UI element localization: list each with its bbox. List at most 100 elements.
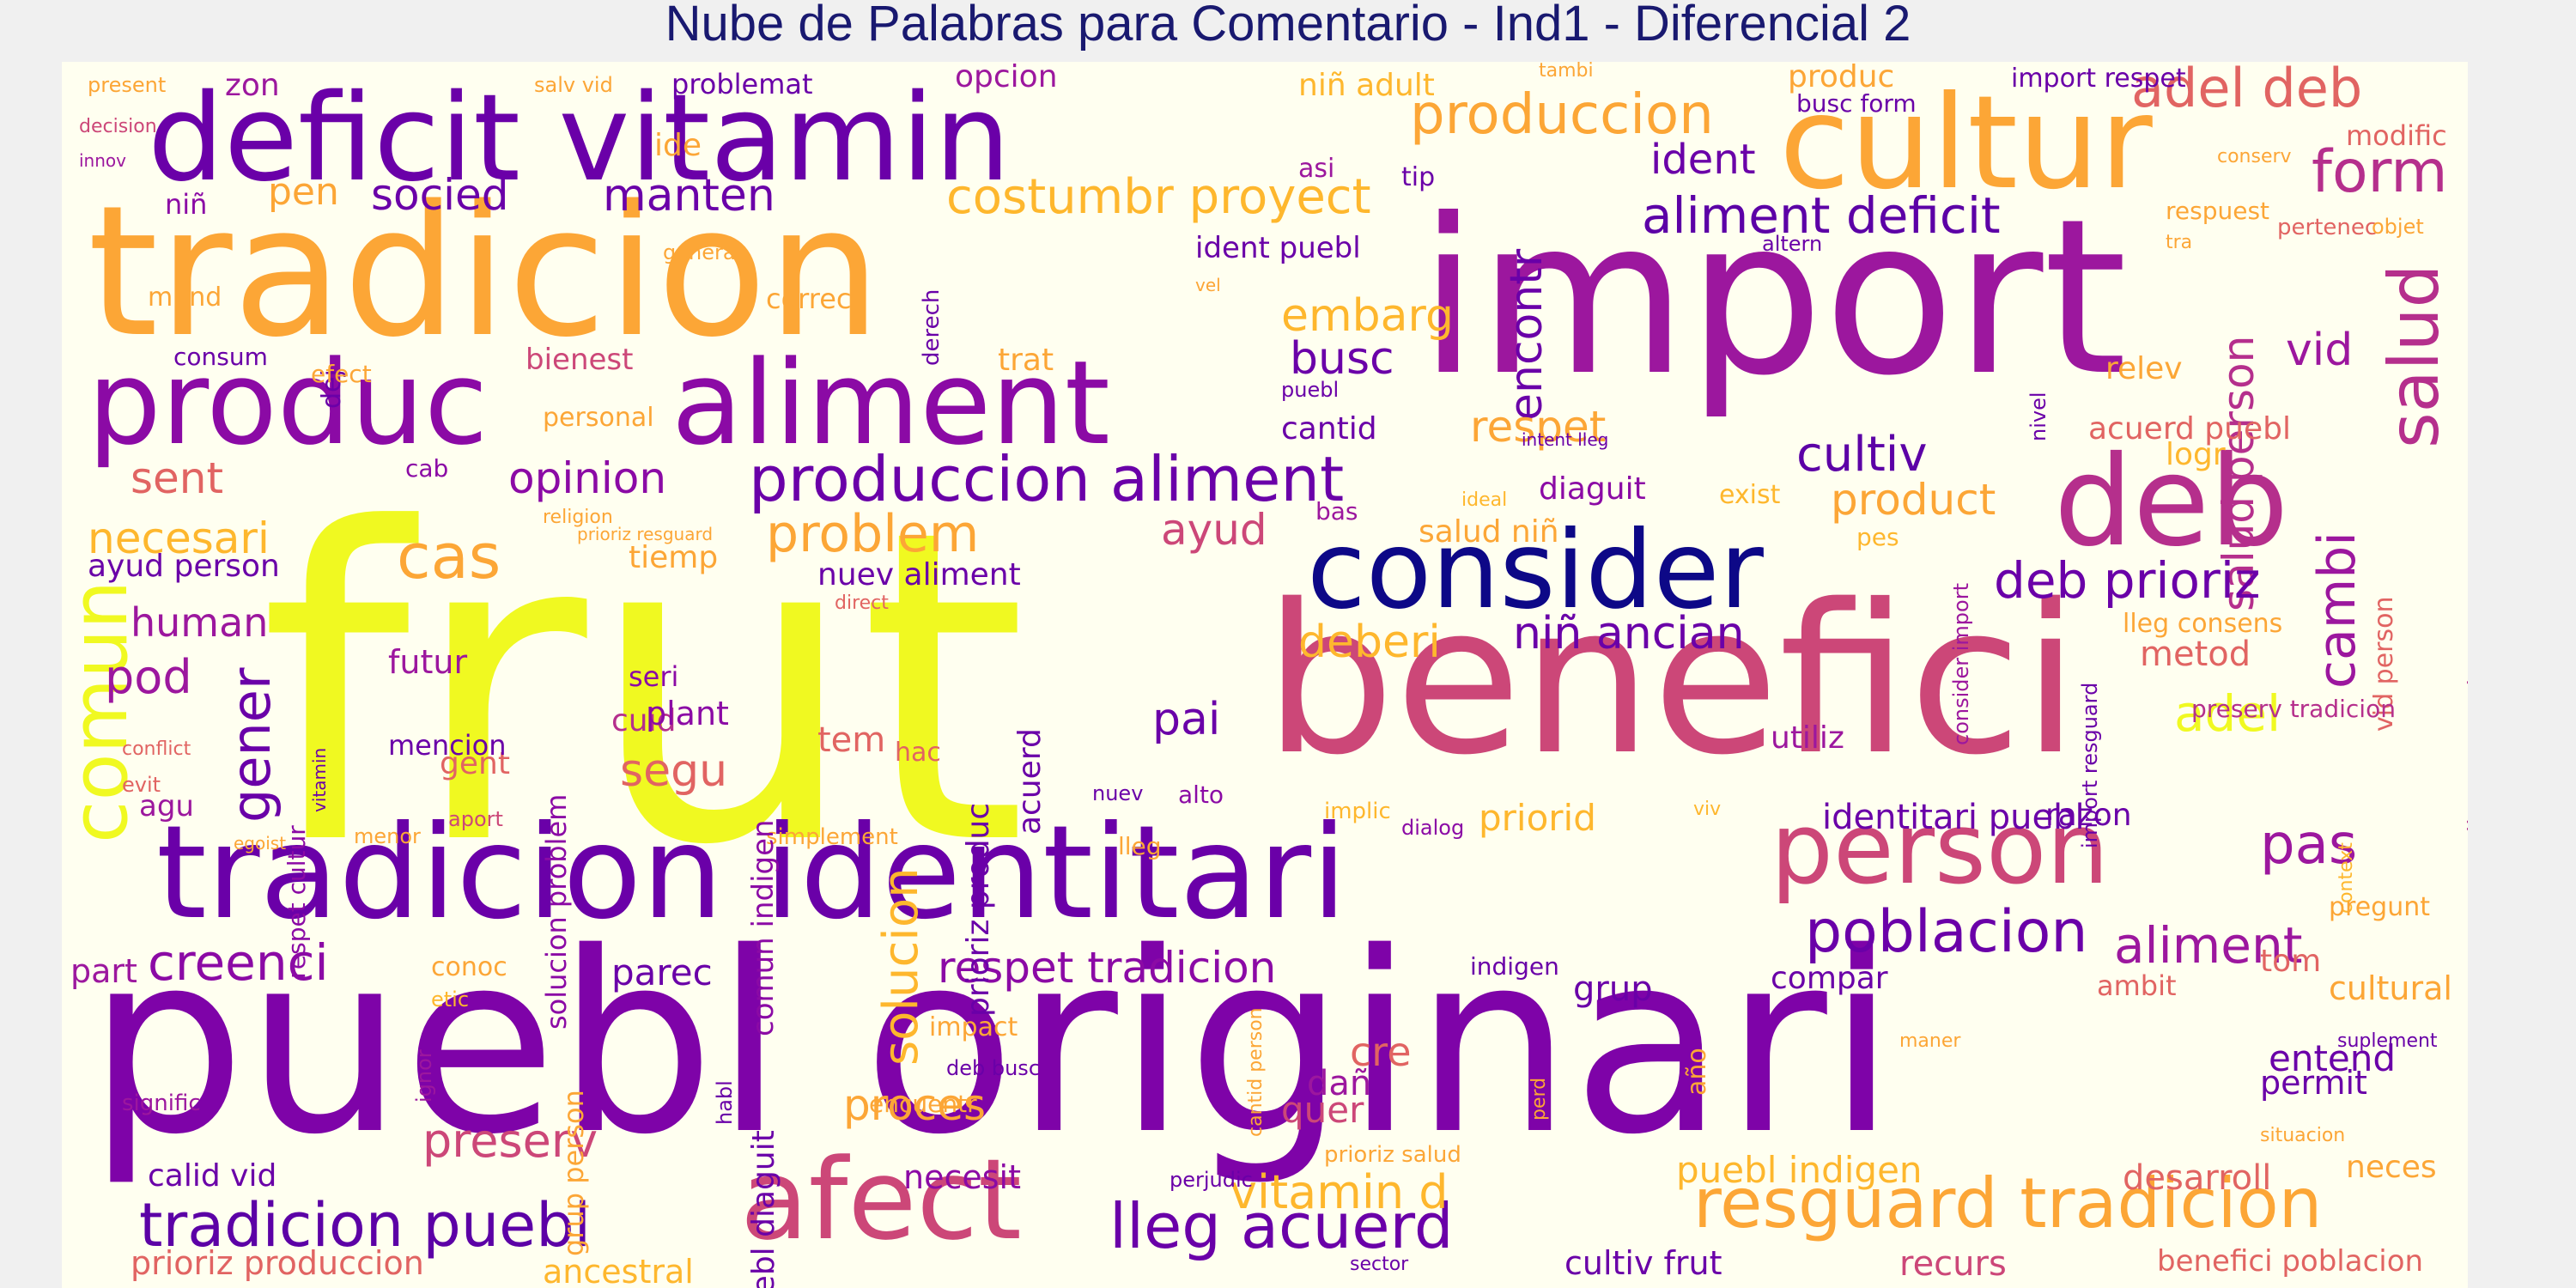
word-vitamin-d: vitamin d (1230, 1165, 1449, 1219)
word-cre: cre (1350, 1029, 1412, 1075)
word-menor: menor (354, 824, 421, 848)
word-seri: seri (629, 660, 679, 693)
word-salud-niñ: salud niñ (1419, 514, 1559, 550)
word-respet: respet (1470, 402, 1607, 452)
word-consider-import: consider import (1949, 583, 1973, 745)
word-busc-form: busc form (1796, 89, 1917, 118)
word-puebl-indigen: puebl indigen (1676, 1149, 1923, 1191)
word-zon: zon (225, 68, 280, 103)
word-bas: bas (1315, 497, 1358, 526)
word-altern: altern (1762, 232, 1823, 256)
word-metod: metod (2140, 635, 2251, 674)
word-identitari-puebl: identitari puebl (1822, 798, 2085, 837)
word-conserv: conserv (2217, 146, 2292, 167)
word-modific: modific (2346, 119, 2447, 152)
word-tom: tom (2260, 944, 2322, 979)
word-deficit-vitamin: deficit vitamin (148, 69, 1011, 209)
word-cambi: cambi (2307, 532, 2367, 689)
word-mund: mund (148, 283, 222, 313)
word-permit: permit (2260, 1064, 2367, 1102)
word-resguard-tradicion: resguard tradicion (1693, 1163, 2323, 1243)
word-decision: decision (79, 116, 157, 137)
word-aliment: aliment (671, 336, 1110, 471)
word-prioriz-produc: prioriz produc (961, 803, 996, 1018)
word-innov: innov (79, 150, 126, 171)
word-encontr: encontr (1501, 249, 1552, 422)
word-niñ-ancian: niñ ancian (1513, 608, 1745, 659)
word-lleg: lleg (1118, 832, 1162, 860)
word-respet-tradicion: respet tradicion (938, 943, 1277, 993)
word-plant: plant (646, 695, 729, 732)
word-pai: pai (1152, 694, 1221, 745)
word-etic: etic (431, 987, 470, 1012)
word-recurs: recurs (1899, 1244, 2007, 1284)
word-tradicion-identitari: tradicion identitari (156, 799, 1347, 948)
word-maner: maner (1899, 1030, 1961, 1052)
word-egoist: egoist (234, 833, 287, 854)
word-suplement: suplement (2337, 1030, 2438, 1052)
word-afect: afect (740, 1134, 1022, 1265)
word-frut: frut (259, 439, 1028, 939)
word-poblacion: poblacion (1805, 898, 2088, 966)
word-product: product (1831, 475, 1996, 525)
word-segu: segu (620, 745, 728, 797)
word-futur: futur (388, 643, 468, 681)
word-cloud: frut puebl originari import benefici tradici… (62, 62, 2468, 1288)
word-solucion: solucion (873, 867, 929, 1066)
word-deb: deb (2054, 429, 2289, 574)
word-cultur: cultur (1779, 69, 2153, 218)
word-vid: vid (2286, 325, 2354, 376)
word-deberi: deberi (1298, 617, 1441, 668)
word-impact: impact (929, 1012, 1018, 1042)
word-socied: socied (371, 170, 509, 220)
word-preserv: preserv (422, 1114, 598, 1168)
word-religion: religion (543, 507, 613, 528)
word-ayud: ayud (1161, 505, 1267, 555)
word-ide: ide (654, 128, 702, 163)
word-aliment: aliment (2114, 916, 2303, 975)
word-situacion: situacion (2260, 1125, 2346, 1146)
word-prioriz-resguard: prioriz resguard (577, 524, 714, 544)
word-general: general (663, 240, 742, 264)
word-quer: quer (1281, 1089, 1364, 1131)
word-signific: signific (122, 1091, 201, 1116)
word-import-respet: import respet (2011, 64, 2186, 94)
word-conoc: conoc (431, 952, 507, 982)
word-ignor: ignor (412, 1049, 436, 1103)
word-exist: exist (1719, 480, 1781, 510)
word-evit: evit (122, 773, 161, 797)
word-problemat: problemat (671, 68, 813, 100)
word-desarroll: desarroll (2123, 1158, 2272, 1198)
word-cantid-person: cantid person (1245, 1006, 1267, 1137)
word-deb-prioriz: deb prioriz (1994, 551, 2261, 610)
word-salud: salud (2374, 264, 2454, 448)
word-present: present (88, 73, 167, 97)
word-human: human (131, 599, 269, 646)
word-implic: implic (1324, 799, 1391, 824)
word-form: form (2312, 138, 2448, 206)
word-produc: produc (1788, 62, 1895, 94)
word-calid-vid: calid vid (148, 1158, 277, 1194)
word-lleg-acuerd: lleg acuerd (1109, 1190, 1454, 1262)
word-bienest: bienest (526, 343, 634, 377)
word-sector: sector (1350, 1254, 1409, 1275)
word-indigen: indigen (1470, 952, 1559, 981)
word-tra: tra (2166, 232, 2193, 253)
word-compar: compar (1771, 961, 1888, 996)
word-ayud-person: ayud person (88, 549, 280, 584)
word-puebl-diaguit: puebl diaguit (746, 1129, 781, 1288)
word-tip: tip (1401, 162, 1436, 192)
word-cas: cas (397, 520, 501, 592)
word-vitamin: vitamin (309, 747, 330, 812)
word-razon: razon (2045, 798, 2132, 833)
word-opinion: opinion (508, 453, 667, 503)
word-año: año (1682, 1048, 1712, 1096)
word-tradicion: tradicion (88, 167, 882, 377)
word-alto: alto (1178, 781, 1224, 809)
word-produccion-aliment: produccion aliment (749, 443, 1345, 515)
word-dialog: dialog (1401, 816, 1465, 840)
word-pertenec: pertenec (2277, 215, 2378, 240)
word-parec: parec (611, 951, 713, 993)
word-salv-vid: salv vid (534, 73, 613, 97)
word-deb-busc: deb busc (946, 1056, 1041, 1080)
